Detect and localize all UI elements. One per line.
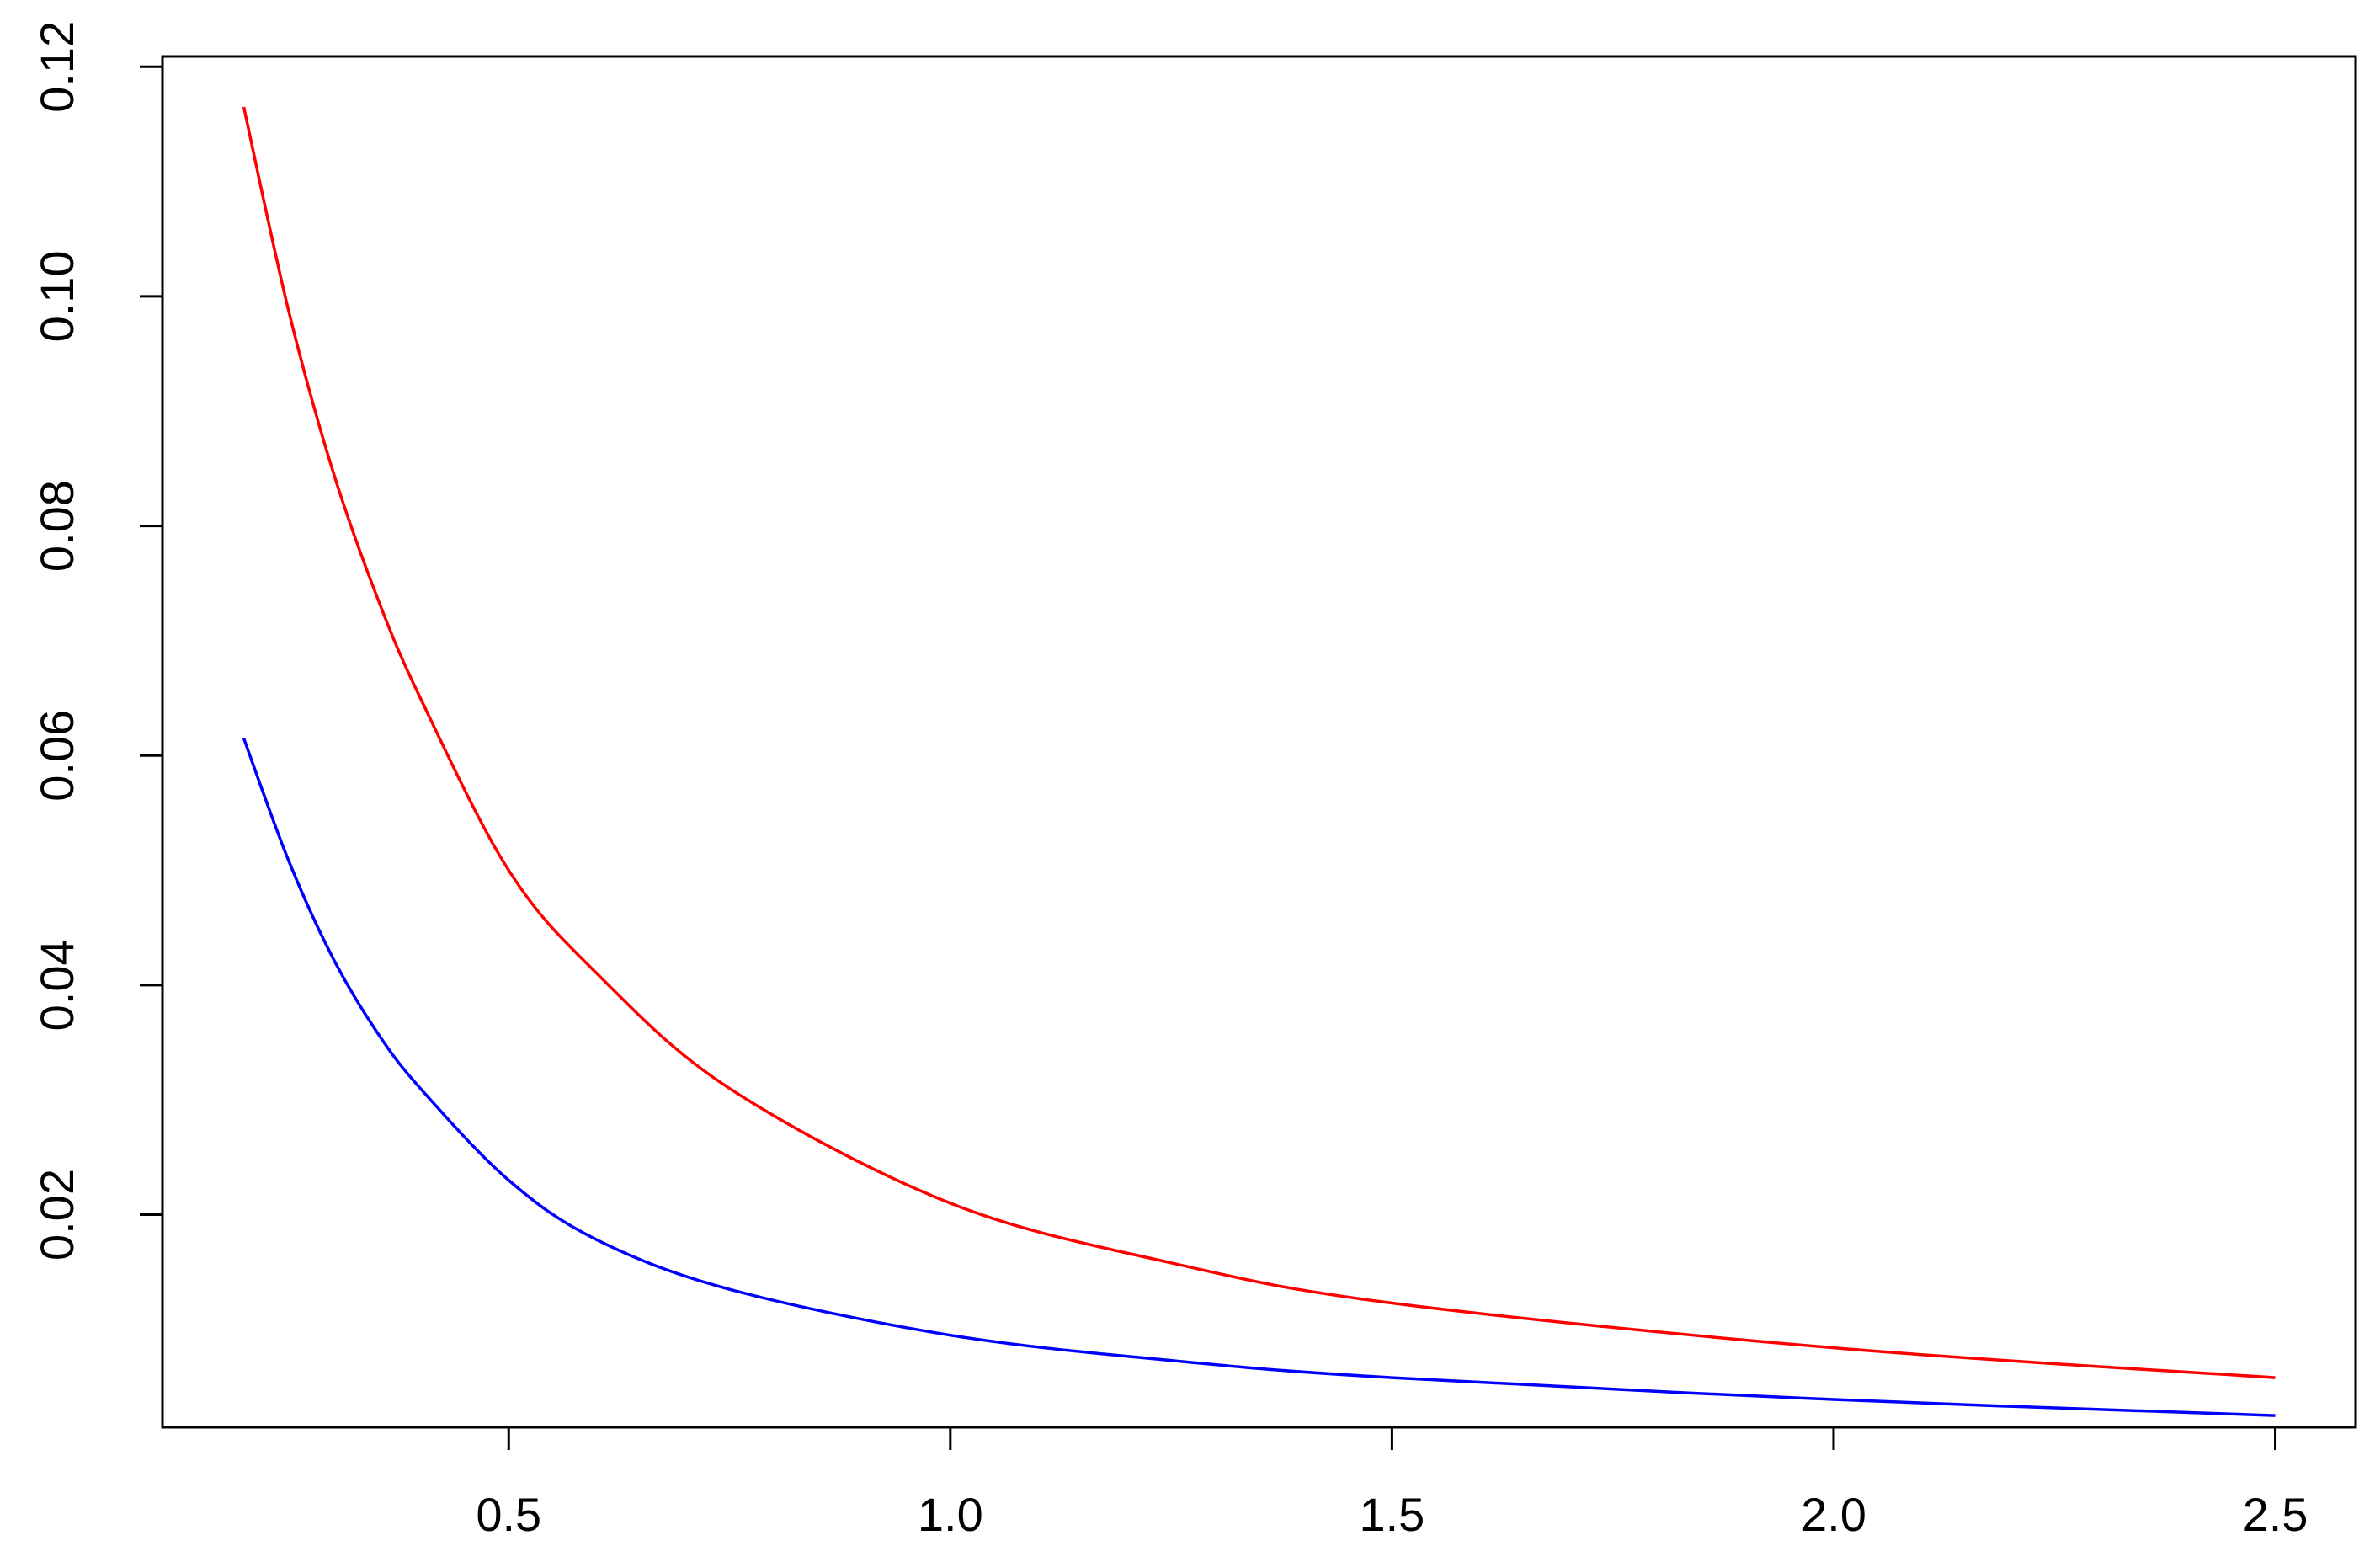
x-tick-label: 2.0 <box>1801 1488 1866 1541</box>
y-tick-label: 0.06 <box>30 710 83 802</box>
y-tick-label: 0.08 <box>30 480 83 572</box>
y-tick-label: 0.02 <box>30 1169 83 1261</box>
x-tick-label: 0.5 <box>476 1488 541 1541</box>
x-tick-label: 1.0 <box>918 1488 983 1541</box>
x-tick-label: 2.5 <box>2243 1488 2308 1541</box>
plot-frame <box>161 55 2357 1429</box>
data-line <box>242 738 2276 1417</box>
y-tick-label: 0.04 <box>30 939 83 1031</box>
y-tick-label: 0.12 <box>30 21 83 113</box>
y-tick-label: 0.10 <box>30 250 83 342</box>
x-tick-label: 1.5 <box>1359 1488 1424 1541</box>
data-line <box>242 106 2276 1379</box>
